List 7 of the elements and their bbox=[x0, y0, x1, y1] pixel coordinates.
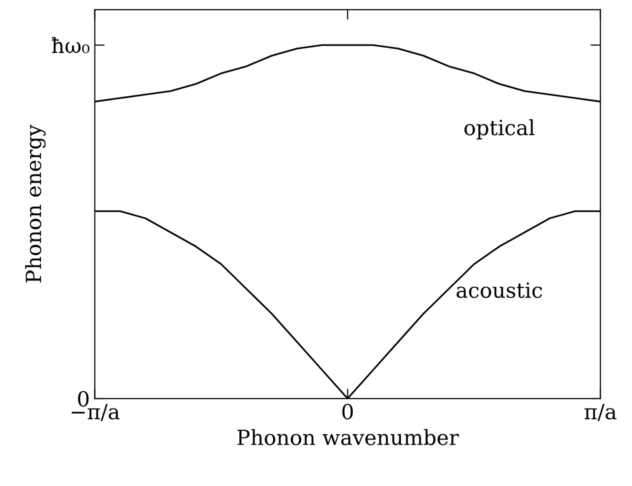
text: ħω₀ bbox=[52, 37, 90, 54]
series-label: acoustic bbox=[456, 282, 542, 298]
x-tick-label: π/a bbox=[584, 404, 616, 422]
y-axis-title: Phonon energy bbox=[25, 124, 46, 283]
x-tick-label: 0 bbox=[342, 404, 353, 420]
x-axis-title: Phonon wavenumber bbox=[237, 429, 459, 446]
series-label: optical bbox=[464, 119, 534, 140]
